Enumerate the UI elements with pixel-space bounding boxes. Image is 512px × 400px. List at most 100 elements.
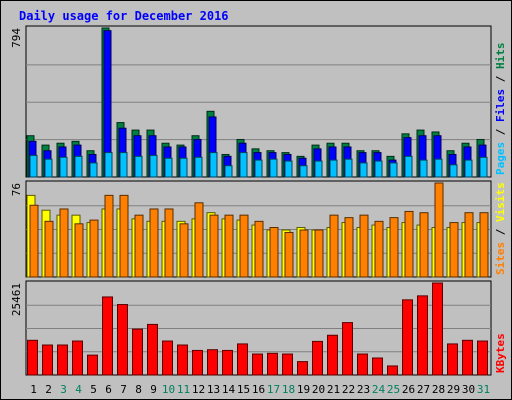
bar-sites-day-10 xyxy=(164,208,174,278)
bar-pages-day-29 xyxy=(449,164,458,178)
bar-sites-day-15 xyxy=(239,214,249,278)
bar-pages-day-28 xyxy=(434,158,443,178)
bar-kbytes-day-19 xyxy=(297,361,308,376)
bar-pages-day-22 xyxy=(344,158,353,178)
bar-sites-day-5 xyxy=(89,219,99,278)
bar-pages-day-15 xyxy=(239,152,248,178)
bar-pages-day-12 xyxy=(194,156,203,178)
bar-pages-day-1 xyxy=(29,154,38,178)
x-tick-label-day-8: 8 xyxy=(135,383,142,396)
bar-pages-day-21 xyxy=(329,159,338,178)
bar-pages-day-25 xyxy=(389,162,398,178)
bar-pages-day-17 xyxy=(269,158,278,178)
bar-kbytes-day-24 xyxy=(372,357,383,376)
x-tick-label-day-10: 10 xyxy=(162,383,175,396)
bar-kbytes-day-27 xyxy=(417,295,428,376)
bar-sites-day-12 xyxy=(194,202,204,278)
x-tick-label-day-16: 16 xyxy=(252,383,265,396)
panel-kbytes: 25461 KBytes xyxy=(10,280,507,376)
bar-sites-day-11 xyxy=(179,223,189,278)
x-tick-label-day-23: 23 xyxy=(357,383,370,396)
bar-pages-day-7 xyxy=(119,152,128,178)
x-tick-label-day-13: 13 xyxy=(207,383,220,396)
x-tick-label-day-12: 12 xyxy=(192,383,205,396)
bar-sites-day-6 xyxy=(104,194,114,278)
bar-kbytes-day-2 xyxy=(42,344,53,376)
bar-pages-day-30 xyxy=(464,159,473,178)
panel-hits-legend: Pages / Files / Hits xyxy=(494,43,507,176)
bar-sites-day-24 xyxy=(374,220,384,278)
x-tick-label-day-26: 26 xyxy=(402,383,415,396)
bar-pages-day-10 xyxy=(164,157,173,178)
bar-kbytes-day-28 xyxy=(432,282,443,376)
legend-hits-part-0: Pages xyxy=(494,142,507,175)
chart-title: Daily usage for December 2016 xyxy=(19,9,229,23)
bar-kbytes-day-23 xyxy=(357,353,368,376)
bar-kbytes-day-25 xyxy=(387,365,398,376)
x-tick-label-day-25: 25 xyxy=(387,383,400,396)
bar-sites-day-1 xyxy=(29,204,39,278)
panel-hits: 794 Pages / Files / Hits xyxy=(10,25,507,178)
legend-hits-part-4: Hits xyxy=(494,43,507,70)
legend-visits-part-0: Sites xyxy=(494,242,507,275)
x-tick-label-day-19: 19 xyxy=(297,383,310,396)
bar-pages-day-6 xyxy=(104,152,113,178)
bar-kbytes-day-14 xyxy=(222,349,233,376)
x-tick-label-day-4: 4 xyxy=(75,383,82,396)
bar-kbytes-day-7 xyxy=(117,304,128,376)
x-tick-label-day-6: 6 xyxy=(105,383,112,396)
bar-sites-day-28 xyxy=(434,182,444,278)
bar-sites-day-14 xyxy=(224,214,234,278)
bar-pages-day-24 xyxy=(374,160,383,178)
bar-sites-day-17 xyxy=(269,227,279,278)
x-tick-label-day-14: 14 xyxy=(222,383,236,396)
bar-kbytes-day-30 xyxy=(462,339,473,376)
bar-kbytes-day-15 xyxy=(237,343,248,376)
x-tick-label-day-5: 5 xyxy=(90,383,97,396)
legend-visits-part-1: / xyxy=(494,222,507,242)
bar-sites-day-25 xyxy=(389,217,399,278)
x-tick-label-day-30: 30 xyxy=(462,383,475,396)
bar-pages-day-9 xyxy=(149,154,158,178)
x-tick-label-day-11: 11 xyxy=(177,383,190,396)
x-tick-label-day-18: 18 xyxy=(282,383,295,396)
bar-kbytes-day-1 xyxy=(27,339,38,376)
x-tick-label-day-17: 17 xyxy=(267,383,280,396)
bar-pages-day-23 xyxy=(359,162,368,178)
bar-sites-day-3 xyxy=(59,208,69,278)
legend-hits-part-3: / xyxy=(494,69,507,89)
bar-sites-day-23 xyxy=(359,214,369,278)
bar-sites-day-2 xyxy=(44,220,54,278)
bar-kbytes-day-16 xyxy=(252,353,263,376)
legend-hits-part-1: / xyxy=(494,122,507,142)
x-tick-label-day-2: 2 xyxy=(45,383,52,396)
bar-pages-day-27 xyxy=(419,159,428,178)
bar-sites-day-16 xyxy=(254,220,264,278)
bar-sites-day-22 xyxy=(344,217,354,278)
bar-kbytes-day-11 xyxy=(177,344,188,376)
legend-kbytes-part-0: KBytes xyxy=(494,333,507,373)
bar-sites-day-19 xyxy=(299,229,309,278)
bar-sites-day-27 xyxy=(419,212,429,278)
bar-pages-day-4 xyxy=(74,155,83,178)
panel-kbytes-legend: KBytes xyxy=(494,333,507,373)
panel-visits: 76 Sites / Visits xyxy=(10,180,507,278)
x-tick-label-day-1: 1 xyxy=(30,383,37,396)
x-tick-label-day-22: 22 xyxy=(342,383,355,396)
x-axis-day-labels: 1 2 3 4 5 6 7 8 9 10 11 12 13 14 15 16 17 18 19 20 21 22 23 24 2… xyxy=(30,383,490,396)
x-tick-label-day-31: 31 xyxy=(477,383,490,396)
bar-sites-day-7 xyxy=(119,194,129,278)
x-tick-label-day-7: 7 xyxy=(120,383,127,396)
bar-pages-day-13 xyxy=(209,152,218,178)
x-tick-label-day-9: 9 xyxy=(150,383,157,396)
bar-sites-day-21 xyxy=(329,214,339,278)
x-tick-label-day-21: 21 xyxy=(327,383,340,396)
bar-pages-day-8 xyxy=(134,155,143,178)
bar-sites-day-26 xyxy=(404,210,414,278)
bar-pages-day-18 xyxy=(284,160,293,178)
bar-sites-day-18 xyxy=(284,231,294,278)
bar-kbytes-day-21 xyxy=(327,334,338,376)
panel-visits-ymax-label: 76 xyxy=(10,183,23,196)
